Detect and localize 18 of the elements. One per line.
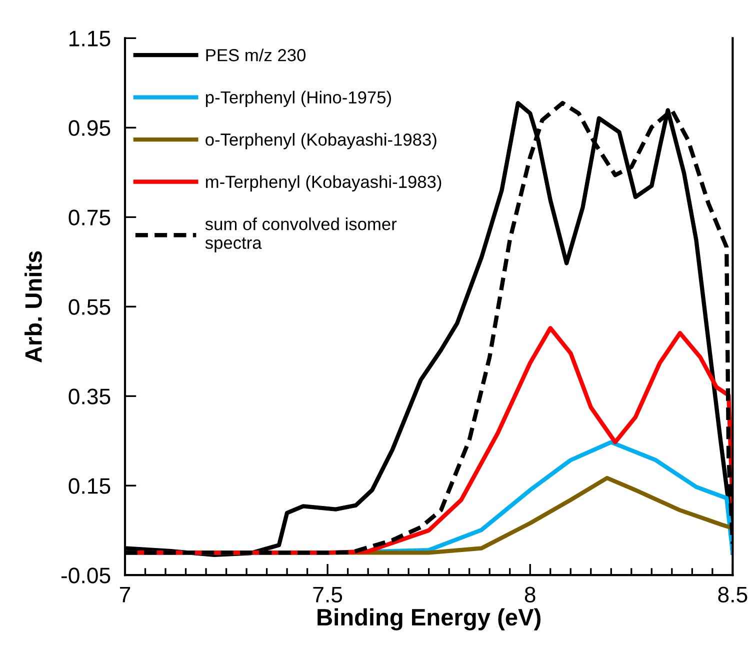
y-tick-label: 0.95	[68, 120, 110, 136]
x-tick-label: 8.5	[718, 586, 748, 603]
legend-label: PES m/z 230	[206, 48, 306, 62]
y-axis-title: Arb. Units	[24, 251, 42, 362]
y-tick-label: 1.15	[70, 30, 110, 46]
y-tick-label: 0.15	[68, 478, 110, 494]
legend-label: sum of convolved isomer spectra	[205, 217, 397, 252]
x-tick-label: 7.5	[313, 587, 342, 603]
legend-label: m-Terphenyl (Kobayashi-1983)	[206, 175, 442, 192]
legend-label: p-Terphenyl (Hino-1975)	[206, 90, 391, 107]
y-tick-label: 0.75	[68, 210, 110, 226]
y-tick-label: 0.55	[68, 299, 110, 315]
legend-label: o-Terphenyl (Kobayashi-1983)	[206, 133, 436, 150]
y-tick-label: -0.05	[61, 568, 110, 584]
x-tick-label: 7	[120, 587, 130, 602]
y-tick-label: 0.35	[68, 388, 110, 404]
x-tick-label: 8	[524, 586, 536, 603]
x-axis-title: Binding Energy (eV)	[318, 608, 540, 630]
